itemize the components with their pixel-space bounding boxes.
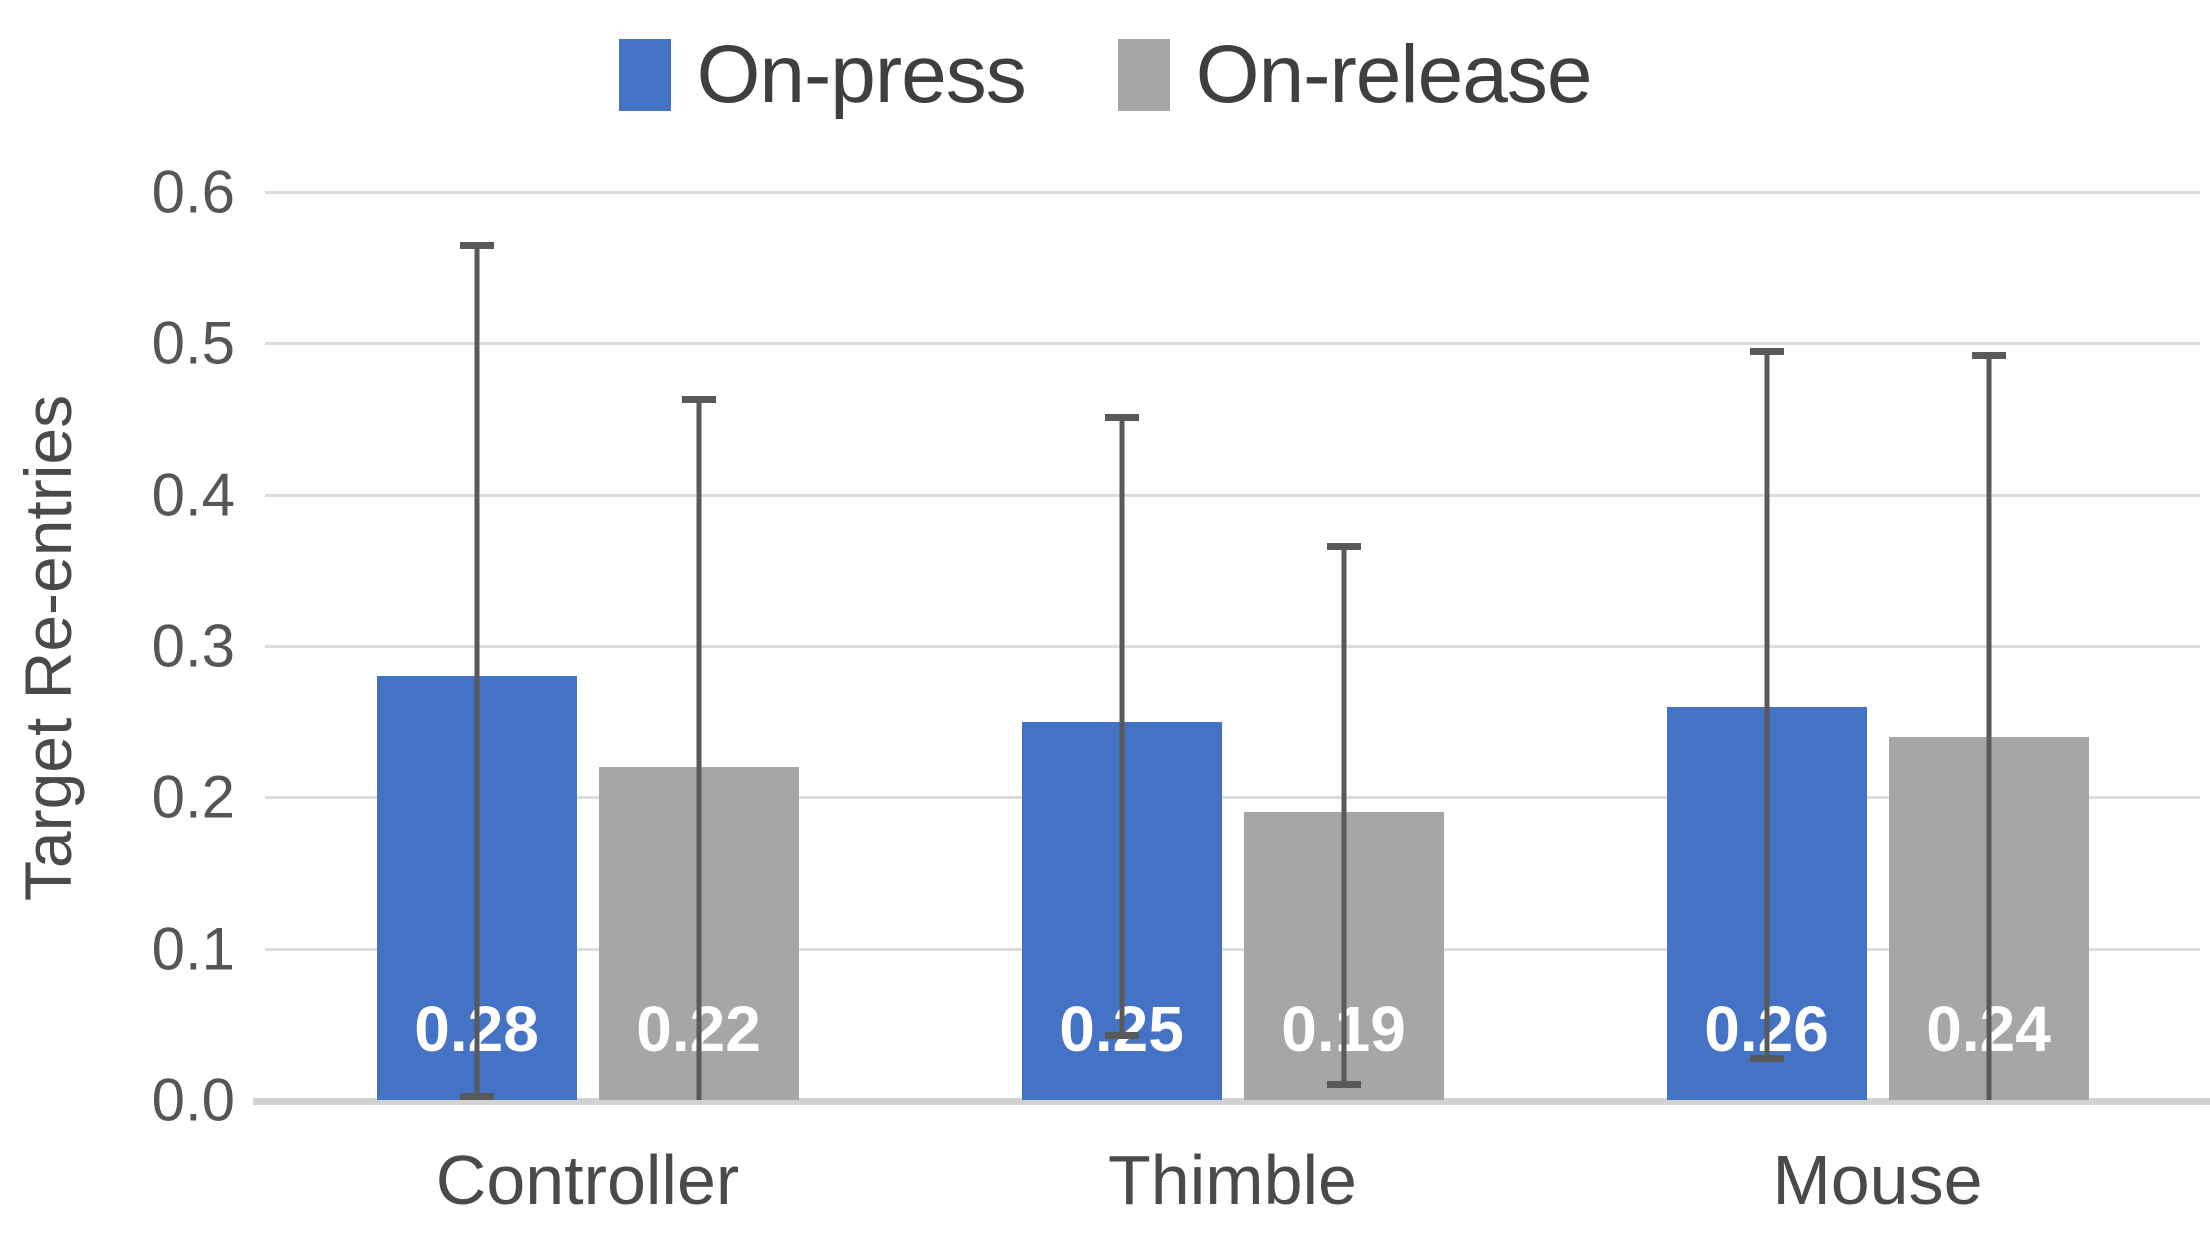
x-category-label-controller: Controller <box>435 1141 740 1219</box>
x-category-label-mouse: Mouse <box>1772 1141 1983 1219</box>
legend-item-on-release: On-release <box>1117 28 1593 122</box>
error-bar-bottom-cap <box>1326 1080 1361 1088</box>
error-bar-top-cap <box>459 241 494 249</box>
error-bar-top-cap <box>1326 543 1361 551</box>
y-tick-label-0.0: 0.0 <box>151 1066 235 1134</box>
error-bar-top-cap <box>1749 347 1784 355</box>
error-bar-line <box>1764 350 1769 1060</box>
x-axis-line <box>253 1098 2210 1105</box>
gridline-0.4 <box>265 493 2200 497</box>
gridline-0.5 <box>265 342 2200 346</box>
legend-swatch-on-press-icon <box>618 39 671 111</box>
error-bar-top-cap <box>1971 352 2006 360</box>
gridline-0.6 <box>265 191 2200 194</box>
legend-label-on-press: On-press <box>696 29 1027 120</box>
error-bar-line <box>1341 546 1346 1085</box>
y-tick-label-0.5: 0.5 <box>151 309 235 377</box>
gridline-0.3 <box>265 645 2200 648</box>
x-category-label-thimble: Thimble <box>1108 1141 1357 1219</box>
error-bar-bottom-cap <box>1104 1032 1139 1040</box>
gridline-0.1 <box>265 947 2200 951</box>
y-tick-label-0.4: 0.4 <box>151 461 235 529</box>
error-bar-top-cap <box>681 396 716 404</box>
legend-item-on-press: On-press <box>618 28 1027 122</box>
y-tick-label-0.2: 0.2 <box>151 763 235 831</box>
error-bar-line <box>1119 417 1124 1037</box>
legend-swatch-on-release-icon <box>1117 39 1170 111</box>
legend-label-on-release: On-release <box>1195 29 1593 120</box>
error-bar-line <box>696 399 701 1100</box>
error-bar-top-cap <box>1104 414 1139 422</box>
error-bar-line <box>1986 355 1991 1100</box>
y-tick-label-0.3: 0.3 <box>151 612 235 680</box>
plot-area: 0.0 0.1 0.2 0.3 0.4 0.5 0.6 0.28 0.22 0.25 0.19 0.2… <box>152 159 2210 1134</box>
legend: On-press On-release <box>0 28 2210 122</box>
error-bar-bottom-cap <box>459 1092 494 1100</box>
y-tick-label-0.1: 0.1 <box>151 915 235 983</box>
gridline-0.2 <box>265 796 2200 800</box>
error-bar-line <box>474 244 479 1097</box>
y-tick-label-0.6: 0.6 <box>151 158 235 226</box>
error-bar-bottom-cap <box>1749 1055 1784 1063</box>
